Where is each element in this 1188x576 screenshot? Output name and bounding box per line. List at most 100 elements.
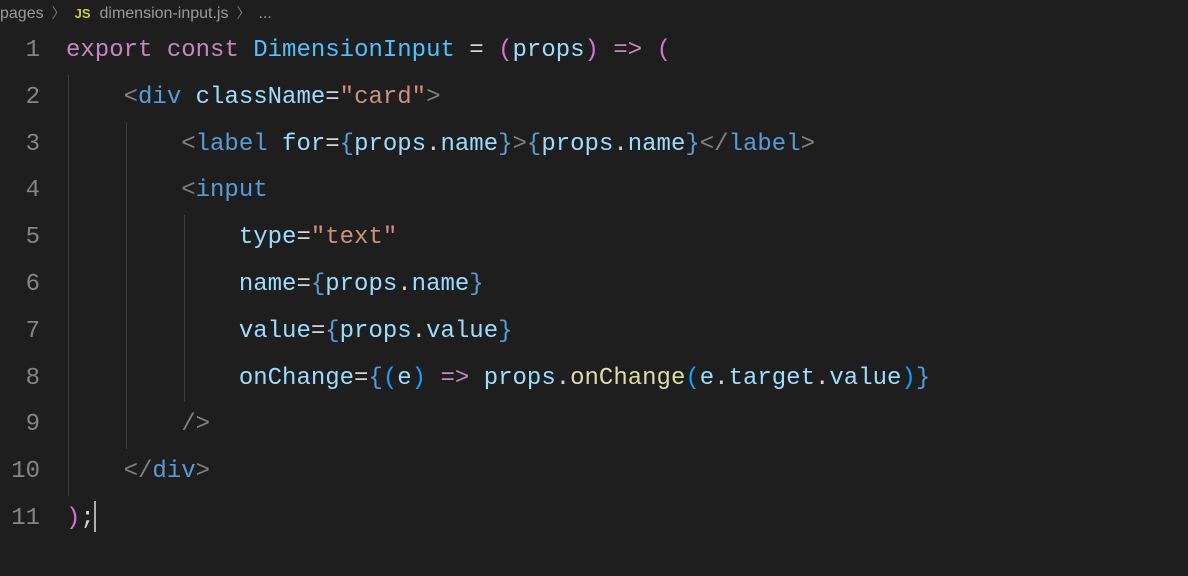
token-param: value — [426, 318, 498, 345]
token-kw: export — [66, 37, 152, 64]
token-punc: > — [801, 131, 815, 158]
code-line[interactable]: onChange={(e) => props.onChange(e.target… — [66, 356, 1188, 403]
token-brkt2: ) — [412, 365, 426, 392]
token-attr: for — [282, 131, 325, 158]
token-param: value — [829, 365, 901, 392]
indent-guide — [126, 122, 127, 169]
token-white: . — [397, 271, 411, 298]
token-op: = — [296, 271, 310, 298]
token-white — [66, 224, 239, 251]
token-param: name — [441, 131, 499, 158]
indent-guide — [68, 449, 69, 496]
token-attr: onChange — [239, 365, 354, 392]
code-line[interactable]: <label for={props.name}>{props.name}</la… — [66, 122, 1188, 169]
chevron-right-icon: 〉 — [236, 0, 250, 27]
token-param: props — [354, 131, 426, 158]
indent-guide — [184, 309, 185, 356]
token-brkt2: ( — [685, 365, 699, 392]
token-white: . — [412, 318, 426, 345]
code-line[interactable]: type="text" — [66, 215, 1188, 262]
token-white: . — [426, 131, 440, 158]
breadcrumb-symbol[interactable]: ... — [258, 0, 271, 30]
token-brace: } — [685, 131, 699, 158]
code-line[interactable]: export const DimensionInput = (props) =>… — [66, 28, 1188, 75]
token-brkt: ( — [498, 37, 512, 64]
token-kw: => — [440, 365, 469, 392]
token-punc: < — [181, 177, 195, 204]
token-attr: className — [196, 84, 326, 111]
indent-guide — [68, 262, 69, 309]
code-line[interactable]: <div className="card"> — [66, 75, 1188, 122]
token-brkt2: ) — [901, 365, 915, 392]
token-attr: type — [239, 224, 297, 251]
token-white: ; — [80, 505, 94, 532]
code-line[interactable]: ); — [66, 496, 1188, 543]
token-kw: const — [167, 37, 239, 64]
line-number: 1 — [0, 28, 40, 75]
text-cursor — [94, 501, 96, 532]
token-tag: input — [196, 177, 268, 204]
token-punc: </ — [700, 131, 729, 158]
token-str: "card" — [340, 84, 426, 111]
token-white: . — [714, 365, 728, 392]
token-brace: { — [368, 365, 382, 392]
code-editor[interactable]: 1234567891011 export const DimensionInpu… — [0, 28, 1188, 576]
token-white — [66, 458, 124, 485]
token-white — [66, 84, 124, 111]
token-brace: { — [325, 318, 339, 345]
token-param: name — [628, 131, 686, 158]
indent-guide — [68, 122, 69, 169]
token-str: "text" — [311, 224, 397, 251]
line-number-gutter: 1234567891011 — [0, 28, 66, 576]
token-white — [66, 411, 181, 438]
token-op: = — [311, 318, 325, 345]
token-op: = — [325, 131, 339, 158]
token-brace: } — [498, 318, 512, 345]
code-line[interactable]: <input — [66, 168, 1188, 215]
code-line[interactable]: </div> — [66, 449, 1188, 496]
indent-guide — [126, 356, 127, 403]
token-punc: /> — [181, 411, 210, 438]
token-var: DimensionInput — [253, 37, 455, 64]
line-number: 4 — [0, 168, 40, 215]
line-number: 5 — [0, 215, 40, 262]
code-line[interactable]: /> — [66, 402, 1188, 449]
token-attr: value — [239, 318, 311, 345]
line-number: 10 — [0, 449, 40, 496]
token-param: props — [325, 271, 397, 298]
token-fn: onChange — [570, 365, 685, 392]
indent-guide — [68, 309, 69, 356]
token-white: . — [556, 365, 570, 392]
token-white — [152, 37, 166, 64]
token-brkt: ) — [585, 37, 599, 64]
token-punc: > — [513, 131, 527, 158]
indent-guide — [126, 402, 127, 449]
indent-guide — [126, 309, 127, 356]
token-white — [484, 37, 498, 64]
breadcrumb-file[interactable]: dimension-input.js — [100, 0, 229, 30]
code-line[interactable]: name={props.name} — [66, 262, 1188, 309]
indent-guide — [68, 356, 69, 403]
token-punc: < — [124, 84, 138, 111]
line-number: 7 — [0, 309, 40, 356]
token-kw: => — [613, 37, 642, 64]
token-param: e — [397, 365, 411, 392]
token-white — [66, 318, 239, 345]
token-tag: div — [152, 458, 195, 485]
token-brkt: ) — [66, 505, 80, 532]
token-tag: label — [196, 131, 268, 158]
code-line[interactable]: value={props.value} — [66, 309, 1188, 356]
breadcrumb[interactable]: pages 〉 JS dimension-input.js 〉 ... — [0, 0, 1188, 28]
chevron-right-icon: 〉 — [52, 0, 66, 27]
indent-guide — [68, 168, 69, 215]
indent-guide — [68, 75, 69, 122]
code-area[interactable]: export const DimensionInput = (props) =>… — [66, 28, 1188, 576]
token-white — [426, 365, 440, 392]
token-white — [239, 37, 253, 64]
token-white — [455, 37, 469, 64]
token-param: props — [513, 37, 585, 64]
indent-guide — [184, 262, 185, 309]
breadcrumb-folder[interactable]: pages — [0, 0, 44, 30]
token-brace: { — [311, 271, 325, 298]
indent-guide — [126, 262, 127, 309]
